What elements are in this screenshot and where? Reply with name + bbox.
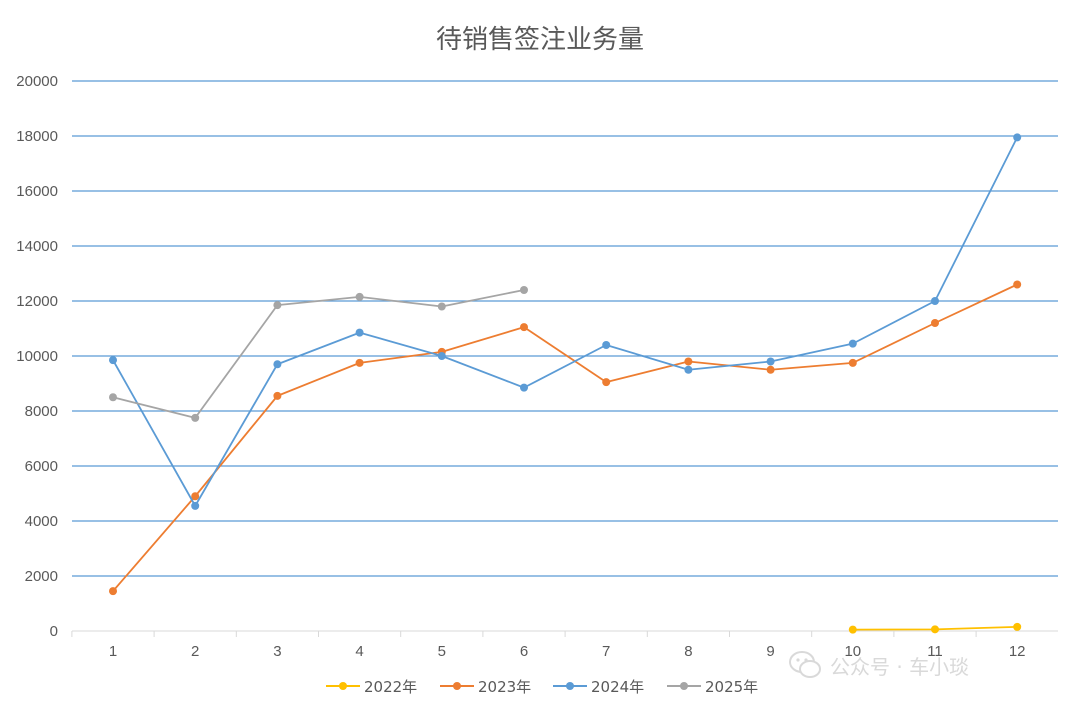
y-tick-label: 10000 xyxy=(16,348,58,365)
data-point xyxy=(273,301,282,310)
x-tick-label: 3 xyxy=(273,643,281,660)
legend-item-2023年[interactable]: 2023年 xyxy=(440,678,531,696)
data-point xyxy=(191,413,200,422)
y-tick-label: 18000 xyxy=(16,128,58,145)
legend-label: 2024年 xyxy=(591,678,644,696)
data-point xyxy=(355,328,364,337)
chart-title: 待销售签注业务量 xyxy=(436,25,644,55)
legend-label: 2022年 xyxy=(364,678,417,696)
x-tick-label: 10 xyxy=(844,643,861,660)
y-tick-label: 6000 xyxy=(25,458,58,475)
data-point xyxy=(766,365,775,374)
wechat-icon xyxy=(789,651,821,678)
legend-item-2025年[interactable]: 2025年 xyxy=(667,678,758,696)
legend-label: 2023年 xyxy=(478,678,531,696)
data-point xyxy=(1013,622,1022,631)
series-2025年 xyxy=(109,286,528,422)
series-line xyxy=(112,283,1018,592)
data-point xyxy=(848,358,857,367)
data-point xyxy=(931,297,939,305)
data-point xyxy=(931,319,939,327)
y-tick-label: 12000 xyxy=(16,293,58,310)
data-point xyxy=(684,357,693,366)
data-point xyxy=(437,352,446,360)
y-tick-label: 20000 xyxy=(16,73,58,90)
data-point xyxy=(109,587,117,596)
data-point xyxy=(273,391,282,400)
data-point xyxy=(355,358,364,367)
y-tick-label: 0 xyxy=(50,623,58,640)
data-point xyxy=(355,292,364,301)
data-point xyxy=(520,383,528,392)
x-tick-label: 7 xyxy=(602,643,610,660)
series-line xyxy=(112,289,525,419)
y-tick-label: 8000 xyxy=(25,403,58,420)
gridlines xyxy=(72,80,1058,632)
x-tick-label: 12 xyxy=(1009,643,1026,660)
data-point xyxy=(437,302,446,311)
legend-marker xyxy=(680,682,688,690)
legend-item-2022年[interactable]: 2022年 xyxy=(326,678,417,696)
data-point xyxy=(602,341,611,349)
x-tick-label: 5 xyxy=(438,643,446,660)
data-point xyxy=(109,393,117,402)
watermark: 公众号 · 车小琰 xyxy=(788,641,1058,689)
data-point xyxy=(1013,280,1022,289)
y-tick-label: 2000 xyxy=(25,568,58,585)
series-2024年 xyxy=(109,133,1022,510)
legend[interactable]: 2022年 2023年 2024年 2025年 xyxy=(326,678,758,696)
watermark-text: 公众号 · 车小琰 xyxy=(830,654,970,679)
x-tick-label: 2 xyxy=(191,643,199,660)
data-point xyxy=(273,360,282,369)
data-point xyxy=(766,357,775,366)
series-2022年 xyxy=(848,622,1022,634)
y-tick-label: 14000 xyxy=(16,238,58,255)
data-point xyxy=(191,492,200,501)
data-point xyxy=(520,286,528,294)
legend-item-2024年[interactable]: 2024年 xyxy=(553,678,644,696)
x-tick-label: 6 xyxy=(520,643,528,660)
y-axis: 0 2000 4000 6000 8000 10000 12000 14000 16000 180… xyxy=(16,73,58,640)
data-point xyxy=(684,365,693,374)
x-tick-label: 4 xyxy=(355,643,363,660)
data-point xyxy=(931,625,939,634)
x-axis: 1 2 3 4 5 6 7 8 9 10 11 12 xyxy=(71,631,1026,660)
data-point xyxy=(848,625,857,634)
data-point xyxy=(520,323,528,332)
x-tick-label: 9 xyxy=(766,643,774,660)
legend-marker xyxy=(339,682,347,690)
data-point xyxy=(848,339,857,348)
x-tick-label: 1 xyxy=(109,643,117,660)
data-point xyxy=(602,378,611,387)
series-line xyxy=(112,136,1019,507)
x-tick-label: 11 xyxy=(927,643,943,660)
data-point xyxy=(191,501,200,510)
legend-marker xyxy=(566,682,574,690)
legend-label: 2025年 xyxy=(705,678,758,696)
y-tick-label: 16000 xyxy=(16,183,58,200)
y-tick-label: 4000 xyxy=(25,513,58,530)
series-group xyxy=(109,133,1022,634)
data-point xyxy=(1013,133,1022,142)
legend-marker xyxy=(453,682,461,690)
x-tick-label: 8 xyxy=(684,643,692,660)
data-point xyxy=(109,356,117,365)
